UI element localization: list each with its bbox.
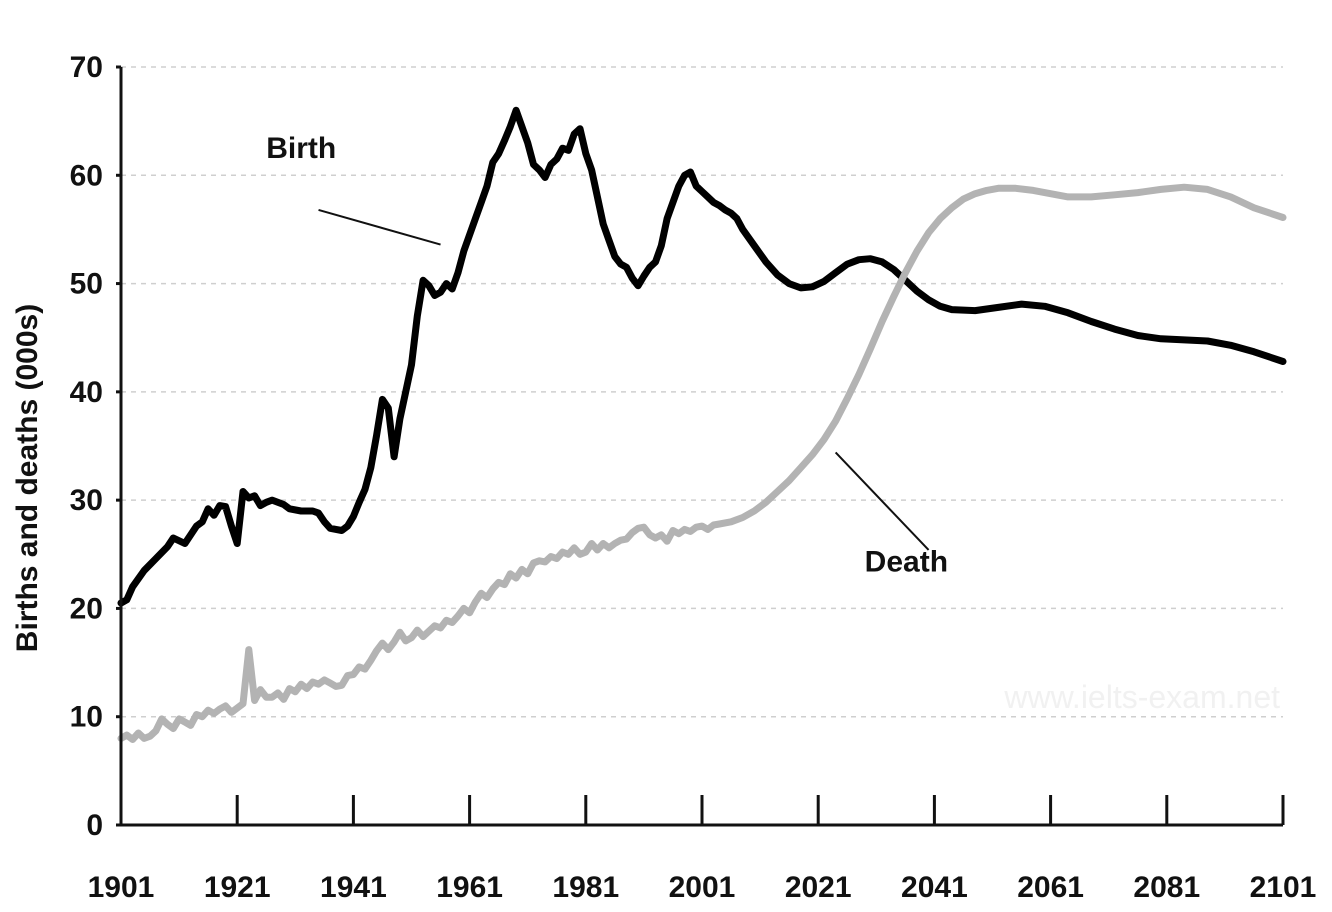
watermark: www.ielts-exam.net: [1003, 679, 1280, 715]
x-tick-label-2021: 2021: [785, 871, 852, 904]
x-axis-ticks: 1901 1921 1941 1961 1981 2001 2021 2041 2061 2081…: [88, 795, 1317, 904]
x-tick-label-1901: 1901: [88, 871, 155, 904]
series-lines: [117, 106, 1287, 743]
y-axis-ticks: 0 10 20 30 40 50 60 70: [70, 51, 121, 842]
y-tick-label-30: 30: [70, 484, 103, 517]
x-tick-label-2001: 2001: [669, 871, 736, 904]
y-tick-label-60: 60: [70, 159, 103, 192]
y-tick-label-50: 50: [70, 268, 103, 301]
x-tick-label-2061: 2061: [1017, 871, 1084, 904]
y-tick-label-40: 40: [70, 376, 103, 409]
x-tick-label-1981: 1981: [552, 871, 619, 904]
y-tick-label-0: 0: [86, 809, 103, 842]
x-tick-label-2081: 2081: [1133, 871, 1200, 904]
death-leader-line: [834, 451, 930, 551]
x-tick-label-1961: 1961: [436, 871, 503, 904]
series-line-birth: [117, 106, 1287, 607]
y-tick-label-70: 70: [70, 51, 103, 84]
x-tick-label-1921: 1921: [204, 871, 271, 904]
series-line-death: [117, 183, 1287, 743]
y-axis-label: Births and deaths (000s): [11, 304, 44, 652]
series-label-death: Death: [865, 546, 948, 579]
x-tick-label-2101: 2101: [1250, 871, 1317, 904]
series-label-birth: Birth: [266, 132, 336, 165]
y-tick-label-20: 20: [70, 592, 103, 625]
y-tick-label-10: 10: [70, 701, 103, 734]
series-labels: Birth Death: [266, 132, 948, 579]
birth-leader-line: [318, 208, 441, 246]
x-tick-label-1941: 1941: [320, 871, 387, 904]
gridlines: [121, 66, 1283, 718]
x-tick-label-2041: 2041: [901, 871, 968, 904]
